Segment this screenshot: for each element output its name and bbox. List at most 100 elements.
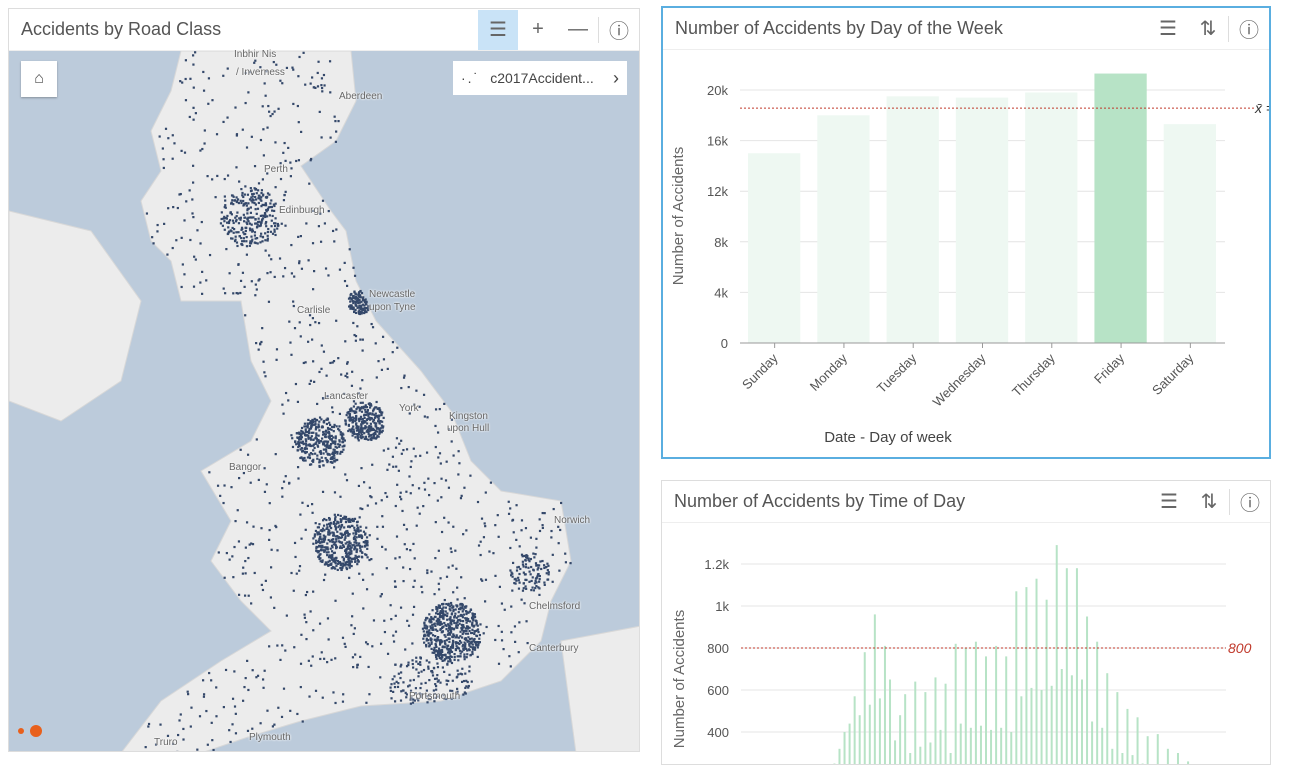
map-panel: Accidents by Road Class ☰ + — ⓘ ⌂ ·.˙ c2… xyxy=(8,8,640,752)
histogram-bar xyxy=(1116,692,1119,764)
divider xyxy=(1229,488,1230,515)
legend-button[interactable]: ☰ xyxy=(1148,9,1188,49)
x-tick-label: Saturday xyxy=(1149,350,1197,398)
histogram-bar xyxy=(919,746,922,764)
x-tick-label: Monday xyxy=(807,350,851,394)
place-label: Truro xyxy=(154,737,178,748)
bar-tuesday xyxy=(886,96,939,343)
histogram-bar xyxy=(1030,687,1033,764)
layer-label: c2017Accident... xyxy=(490,70,594,86)
place-label: Carlisle xyxy=(297,305,331,316)
histogram-bar xyxy=(1136,717,1139,764)
histogram-bar xyxy=(909,753,912,764)
histogram-bar xyxy=(939,729,942,764)
map-title: Accidents by Road Class xyxy=(21,19,222,39)
y-axis-title: Number of Accidents xyxy=(670,147,687,285)
sort-icon: ⇅ xyxy=(1199,18,1217,40)
place-label: Kingston xyxy=(449,411,488,422)
sort-button[interactable]: ⇅ xyxy=(1188,9,1228,49)
histogram-bar xyxy=(853,696,856,764)
accident-points xyxy=(144,51,572,751)
histogram-bar xyxy=(883,645,886,764)
histogram-bar xyxy=(1010,732,1013,764)
day-of-week-chart-panel: Number of Accidents by Day of the Week ☰… xyxy=(661,6,1271,459)
histogram-bar xyxy=(1065,568,1068,764)
chart-header: Number of Accidents by Day of the Week ☰… xyxy=(663,8,1269,50)
zoom-out-button[interactable]: — xyxy=(558,10,598,50)
histogram-bar xyxy=(848,723,851,764)
legend-dot-large xyxy=(30,725,42,737)
histogram-bar xyxy=(873,614,876,764)
layer-list-button[interactable]: ·.˙ c2017Accident... › xyxy=(453,61,627,95)
home-icon: ⌂ xyxy=(34,70,44,87)
histogram-bar xyxy=(1131,755,1134,764)
legend-icon: ☰ xyxy=(489,19,507,41)
place-label: Plymouth xyxy=(249,732,291,743)
place-label: York xyxy=(399,403,419,414)
y-tick-label: 400 xyxy=(707,725,729,740)
map-header: Accidents by Road Class ☰ + — ⓘ xyxy=(9,9,639,51)
bar-monday xyxy=(817,115,870,343)
histogram-bar xyxy=(1040,690,1043,764)
histogram-bar xyxy=(1091,721,1094,764)
histogram-bar xyxy=(1015,591,1018,764)
place-label: Bangor xyxy=(229,462,262,473)
histogram-bar xyxy=(949,753,952,764)
histogram-bar xyxy=(1106,673,1109,764)
y-axis-title: Number of Accidents xyxy=(671,610,688,748)
info-button[interactable]: ⓘ xyxy=(1229,9,1269,49)
bar-thursday xyxy=(1025,92,1078,343)
x-axis-title: Date - Day of week xyxy=(824,429,952,446)
histogram-bar xyxy=(1086,616,1089,764)
legend-icon: ☰ xyxy=(1160,491,1178,513)
histogram-bar xyxy=(964,648,967,764)
chevron-right-icon: › xyxy=(613,67,619,88)
histogram-bar xyxy=(990,729,993,764)
great-britain-landmass xyxy=(121,51,572,751)
place-label: Aberdeen xyxy=(339,91,383,102)
histogram-bar xyxy=(1101,727,1104,764)
bar-chart: 0 4k 8k 12k 16k 20k Sunday Monday Tuesday Wednesd… xyxy=(670,73,1269,446)
histogram-bar xyxy=(904,694,907,764)
histogram-bar xyxy=(1045,599,1048,764)
info-button[interactable]: ⓘ xyxy=(599,10,639,50)
histogram-bar xyxy=(929,742,932,764)
histogram-bar xyxy=(1187,761,1190,764)
histogram-bar xyxy=(1141,763,1144,764)
zoom-in-button[interactable]: + xyxy=(518,10,558,50)
histogram-bar xyxy=(924,692,927,764)
legend-dot-small xyxy=(18,728,24,734)
info-button[interactable]: ⓘ xyxy=(1230,482,1270,522)
histogram-bar xyxy=(934,677,937,764)
y-tick-label: 12k xyxy=(707,184,728,199)
histogram-bar xyxy=(1126,708,1129,764)
histogram-bar xyxy=(1075,568,1078,764)
legend-button[interactable]: ☰ xyxy=(1149,482,1189,522)
histogram-bar xyxy=(833,763,836,764)
histogram-bar xyxy=(959,723,962,764)
place-label: / Inverness xyxy=(236,67,285,78)
histogram-bar xyxy=(843,732,846,764)
bar-saturday xyxy=(1163,124,1216,343)
map-canvas[interactable] xyxy=(9,51,639,751)
histogram-bar xyxy=(894,740,897,764)
legend-button[interactable]: ☰ xyxy=(478,9,518,50)
histogram-chart: 400 600 800 1k 1.2k 800 Number of Accidents xyxy=(671,545,1252,764)
histogram-bar xyxy=(1050,685,1053,764)
x-tick-label: Thursday xyxy=(1009,350,1058,399)
zoom-in-icon: + xyxy=(532,18,544,40)
histogram-bar xyxy=(1111,748,1114,764)
sort-button[interactable]: ⇅ xyxy=(1189,482,1229,522)
place-label: Portsmouth xyxy=(409,691,461,702)
divider xyxy=(1228,15,1229,42)
histogram-bar xyxy=(858,715,861,764)
chart-title: Number of Accidents by Time of Day xyxy=(674,491,966,511)
histogram-bar xyxy=(889,679,892,764)
time-of-day-chart-panel: Number of Accidents by Time of Day ☰ ⇅ ⓘ… xyxy=(661,480,1271,765)
place-label: Edinburgh xyxy=(279,205,325,216)
y-tick-label: 1k xyxy=(715,599,729,614)
y-tick-label: 600 xyxy=(707,683,729,698)
histogram-bar xyxy=(1005,656,1008,764)
home-button[interactable]: ⌂ xyxy=(21,61,57,97)
info-icon: ⓘ xyxy=(1240,493,1260,515)
